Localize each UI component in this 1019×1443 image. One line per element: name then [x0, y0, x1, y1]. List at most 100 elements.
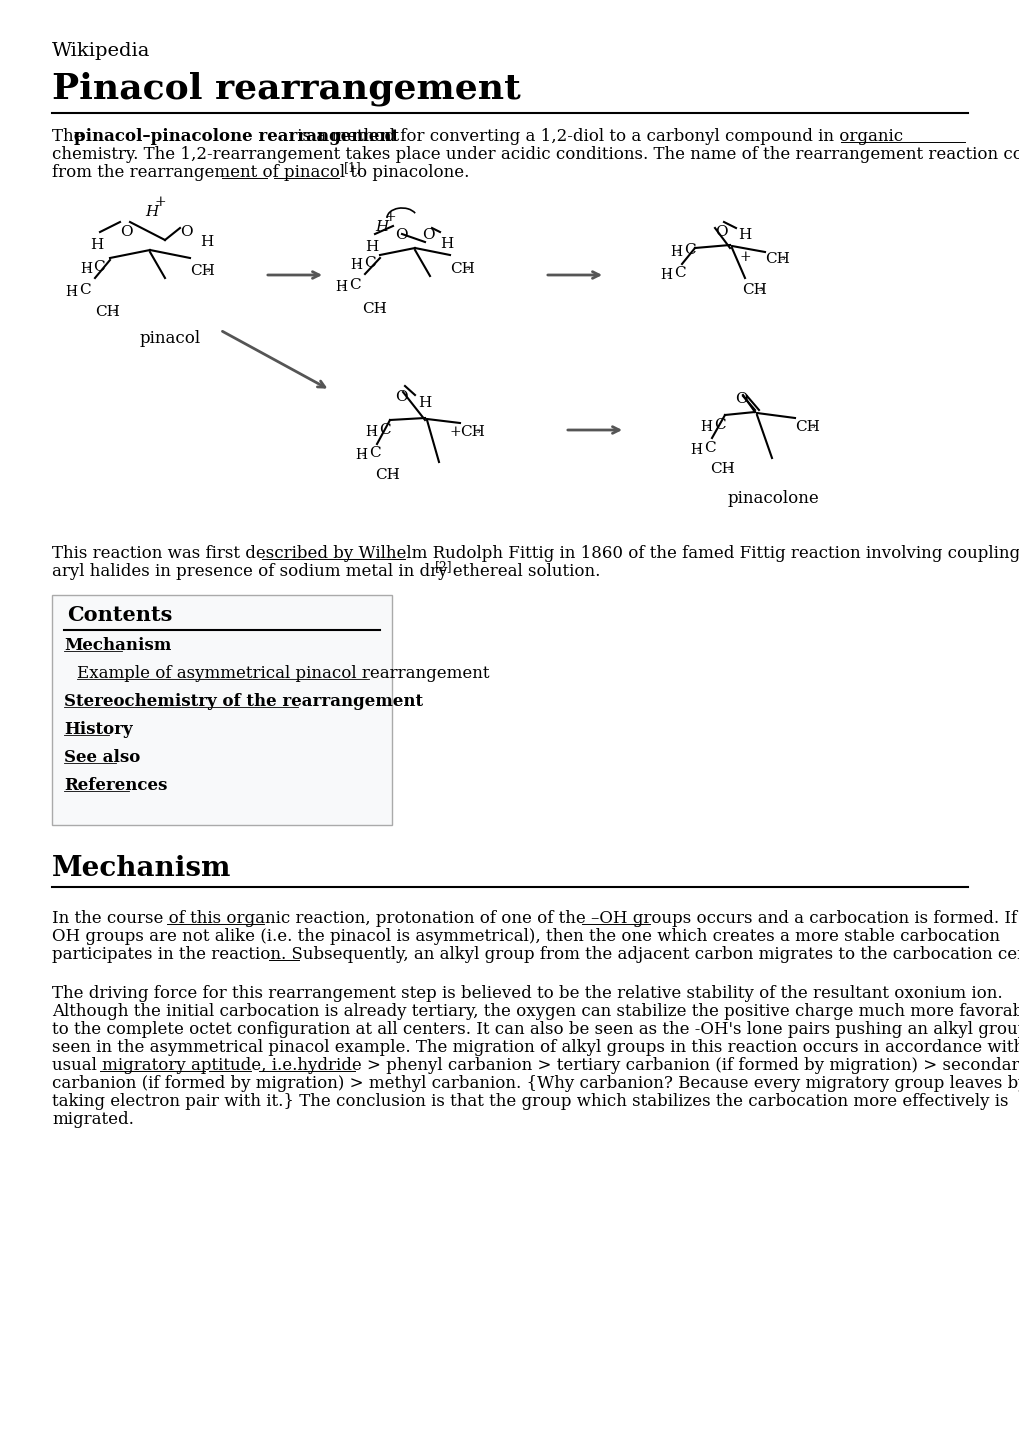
- Text: CH: CH: [190, 264, 215, 278]
- Text: Mechanism: Mechanism: [52, 856, 231, 882]
- Text: References: References: [64, 776, 167, 794]
- Text: H: H: [699, 420, 711, 434]
- Text: CH: CH: [709, 462, 734, 476]
- Text: ₃: ₃: [695, 443, 700, 453]
- Text: H: H: [200, 235, 213, 250]
- Text: +: +: [449, 426, 462, 439]
- Text: C: C: [348, 278, 361, 291]
- Text: H: H: [669, 245, 682, 258]
- Text: Wikipedia: Wikipedia: [52, 42, 150, 61]
- Text: ₃: ₃: [727, 462, 731, 472]
- Text: H: H: [79, 263, 92, 276]
- Text: pinacol: pinacol: [140, 330, 201, 346]
- Text: CH: CH: [794, 420, 819, 434]
- Text: CH: CH: [449, 263, 475, 276]
- Text: C: C: [369, 446, 380, 460]
- Text: H: H: [659, 268, 672, 281]
- Text: O: O: [120, 225, 132, 240]
- Text: ₃: ₃: [112, 304, 116, 315]
- Text: C: C: [703, 442, 715, 455]
- Text: from the rearrangement of pinacol to pinacolone.: from the rearrangement of pinacol to pin…: [52, 165, 469, 180]
- Text: H: H: [439, 237, 452, 251]
- Text: C: C: [78, 283, 91, 297]
- Text: ₃: ₃: [757, 283, 762, 293]
- Text: ₃: ₃: [705, 420, 710, 430]
- Text: H: H: [689, 443, 701, 457]
- Text: to the complete octet configuration at all centers. It can also be seen as the -: to the complete octet configuration at a…: [52, 1022, 1019, 1038]
- Text: ₃: ₃: [780, 253, 784, 263]
- Text: CH: CH: [460, 426, 484, 439]
- Text: H: H: [365, 240, 378, 254]
- Text: CH: CH: [362, 302, 386, 316]
- Text: ₃: ₃: [379, 302, 383, 312]
- Text: O: O: [422, 228, 434, 242]
- Text: taking electron pair with it.} The conclusion is that the group which stabilizes: taking electron pair with it.} The concl…: [52, 1092, 1008, 1110]
- Text: migrated.: migrated.: [52, 1111, 133, 1128]
- Text: O: O: [394, 228, 408, 242]
- Text: usual migratory aptitude, i.e.hydride > phenyl carbanion > tertiary carbanion (i: usual migratory aptitude, i.e.hydride > …: [52, 1058, 1019, 1074]
- Text: participates in the reaction. Subsequently, an alkyl group from the adjacent car: participates in the reaction. Subsequent…: [52, 947, 1019, 962]
- Text: C: C: [379, 423, 390, 437]
- Text: O: O: [735, 392, 747, 405]
- Text: C: C: [684, 242, 695, 257]
- Text: ₃: ₃: [361, 447, 365, 457]
- Text: pinacolone: pinacolone: [728, 491, 819, 506]
- Text: aryl halides in presence of sodium metal in dry ethereal solution.: aryl halides in presence of sodium metal…: [52, 563, 600, 580]
- Bar: [52, 595, 391, 825]
- Text: OH groups are not alike (i.e. the pinacol is asymmetrical), then the one which c: OH groups are not alike (i.e. the pinaco…: [52, 928, 999, 945]
- Text: In the course of this organic reaction, protonation of one of the –OH groups occ: In the course of this organic reaction, …: [52, 911, 1019, 926]
- Text: H: H: [375, 219, 388, 234]
- Text: chemistry. The 1,2-rearrangement takes place under acidic conditions. The name o: chemistry. The 1,2-rearrangement takes p…: [52, 146, 1019, 163]
- Text: [1]: [1]: [343, 162, 362, 175]
- Text: C: C: [674, 266, 685, 280]
- Text: pinacol–pinacolone rearrangement: pinacol–pinacolone rearrangement: [74, 128, 398, 144]
- Text: CH: CH: [764, 253, 789, 266]
- Text: Contents: Contents: [67, 605, 172, 625]
- Text: H: H: [365, 426, 377, 439]
- Text: Stereochemistry of the rearrangement: Stereochemistry of the rearrangement: [64, 693, 423, 710]
- Text: +: +: [155, 195, 166, 209]
- Text: Although the initial carbocation is already tertiary, the oxygen can stabilize t: Although the initial carbocation is alre…: [52, 1003, 1019, 1020]
- Text: ₃: ₃: [371, 426, 375, 434]
- Text: H: H: [65, 286, 76, 299]
- Text: +: +: [739, 250, 751, 264]
- Text: carbanion (if formed by migration) > methyl carbanion. {Why carbanion? Because e: carbanion (if formed by migration) > met…: [52, 1075, 1019, 1092]
- Text: H: H: [738, 228, 751, 242]
- Text: ₃: ₃: [665, 268, 669, 278]
- Text: is a method for converting a 1,2-diol to a carbonyl compound in organic: is a method for converting a 1,2-diol to…: [291, 128, 902, 144]
- Text: CH: CH: [375, 468, 399, 482]
- Text: ₃: ₃: [356, 258, 360, 268]
- Text: CH: CH: [95, 304, 120, 319]
- Text: The: The: [52, 128, 89, 144]
- Text: See also: See also: [64, 749, 141, 766]
- Text: ₃: ₃: [391, 468, 396, 478]
- Text: C: C: [93, 260, 105, 274]
- Text: ₃: ₃: [340, 280, 345, 290]
- Text: O: O: [714, 225, 727, 240]
- Text: H: H: [90, 238, 103, 253]
- Text: Mechanism: Mechanism: [64, 636, 171, 654]
- Text: H: H: [145, 205, 158, 219]
- Text: +: +: [384, 211, 396, 224]
- Text: The driving force for this rearrangement step is believed to be the relative sta: The driving force for this rearrangement…: [52, 986, 1002, 1001]
- Text: C: C: [713, 418, 725, 431]
- Text: This reaction was first described by Wilhelm Rudolph Fittig in 1860 of the famed: This reaction was first described by Wil…: [52, 545, 1019, 561]
- Text: ₃: ₃: [475, 426, 479, 434]
- Text: ₃: ₃: [71, 286, 75, 294]
- Text: O: O: [179, 225, 193, 240]
- Text: Example of asymmetrical pinacol rearrangement: Example of asymmetrical pinacol rearrang…: [76, 665, 489, 683]
- Text: H: H: [350, 258, 362, 271]
- Text: ₃: ₃: [676, 245, 680, 255]
- Text: ₃: ₃: [86, 263, 91, 271]
- Text: H: H: [355, 447, 367, 462]
- Text: Pinacol rearrangement: Pinacol rearrangement: [52, 72, 521, 107]
- Text: H: H: [418, 395, 431, 410]
- Text: O: O: [394, 390, 408, 404]
- Text: ₃: ₃: [205, 264, 209, 274]
- Text: seen in the asymmetrical pinacol example. The migration of alkyl groups in this : seen in the asymmetrical pinacol example…: [52, 1039, 1019, 1056]
- Text: C: C: [364, 255, 375, 270]
- Text: H: H: [334, 280, 346, 294]
- Text: [2]: [2]: [434, 560, 452, 573]
- Text: ₃: ₃: [465, 263, 469, 271]
- Text: CH: CH: [741, 283, 766, 297]
